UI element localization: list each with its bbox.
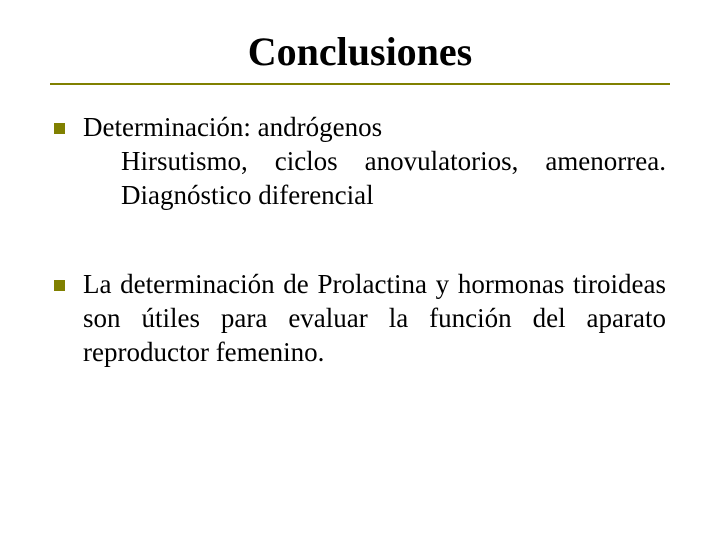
bullet-indent-line: Hirsutismo, ciclos anovulatorios, amenor… <box>83 145 666 213</box>
bullet-line: Determinación: andrógenos <box>83 112 382 142</box>
square-bullet-icon <box>54 280 65 291</box>
square-bullet-icon <box>54 123 65 134</box>
slide: Conclusiones Determinación: andrógenos H… <box>0 0 720 540</box>
content-area: Determinación: andrógenos Hirsutismo, ci… <box>50 85 670 370</box>
bullet-text: La determinación de Prolactina y hormona… <box>83 269 666 367</box>
bullet-body: La determinación de Prolactina y hormona… <box>83 268 666 369</box>
bullet-item: Determinación: andrógenos Hirsutismo, ci… <box>54 111 666 212</box>
title-wrap: Conclusiones <box>50 28 670 75</box>
bullet-item: La determinación de Prolactina y hormona… <box>54 268 666 369</box>
slide-title: Conclusiones <box>248 28 473 75</box>
bullet-body: Determinación: andrógenos Hirsutismo, ci… <box>83 111 666 212</box>
